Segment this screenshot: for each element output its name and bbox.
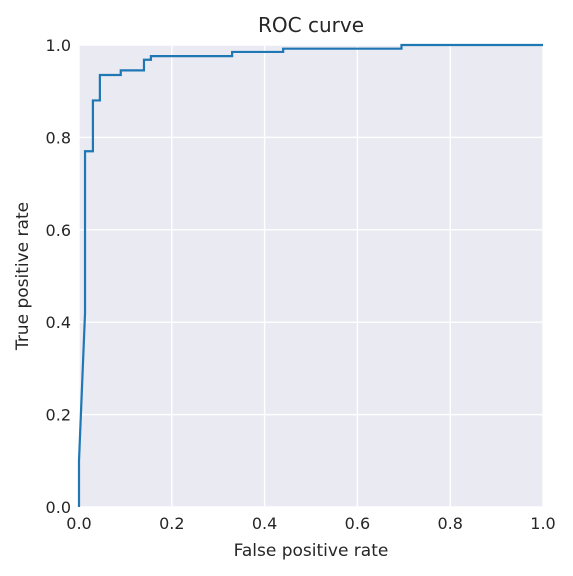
y-tick-label: 1.0 [46, 36, 71, 55]
x-tick-labels: 0.0 0.2 0.4 0.6 0.8 1.0 [66, 514, 555, 533]
x-tick-label: 0.4 [252, 514, 277, 533]
plot-area [79, 45, 543, 507]
x-tick-label: 0.0 [66, 514, 91, 533]
x-tick-label: 1.0 [530, 514, 555, 533]
x-tick-label: 0.6 [345, 514, 370, 533]
y-tick-label: 0.8 [46, 128, 71, 147]
grid [78, 44, 544, 508]
y-tick-label: 0.6 [46, 221, 71, 240]
x-tick-label: 0.8 [437, 514, 462, 533]
chart-title: ROC curve [258, 13, 364, 37]
y-tick-label: 0.2 [46, 406, 71, 425]
roc-series-line [77, 43, 543, 507]
x-axis-label: False positive rate [234, 541, 389, 561]
x-tick-label: 0.2 [159, 514, 184, 533]
y-tick-label: 0.0 [46, 498, 71, 517]
y-tick-label: 0.4 [46, 313, 71, 332]
y-axis-label: True positive rate [13, 202, 33, 351]
y-tick-labels: 0.0 0.2 0.4 0.6 0.8 1.0 [46, 36, 71, 517]
